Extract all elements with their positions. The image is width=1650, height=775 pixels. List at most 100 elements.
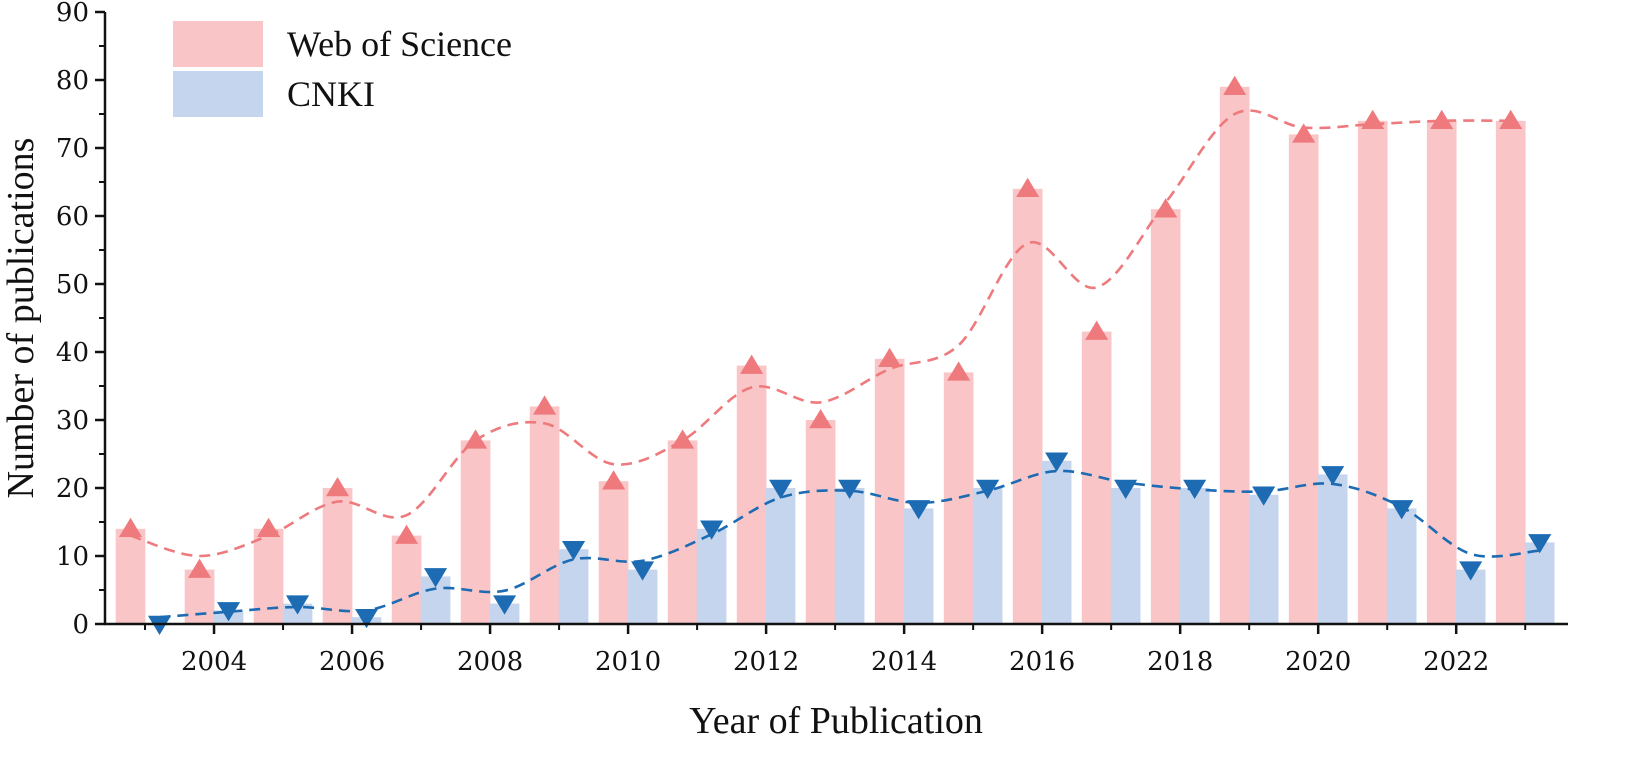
y-tick-label-90: 90 [56,0,89,28]
y-tick-label-70: 70 [56,134,89,164]
y-tick-label-20: 20 [56,474,89,504]
bar-wos-2022 [1426,120,1457,625]
marker-wos-2009 [533,395,557,415]
bar-cnki-2011 [696,528,727,624]
markers-layer [118,75,1552,635]
bar-wos-2013 [805,420,836,624]
marker-cnki-2003 [147,615,172,635]
y-ticks: 0 10 20 30 40 50 60 70 80 90 [56,0,105,640]
marker-cnki-2020 [1321,466,1345,486]
x-tick-label-2014: 2014 [871,647,937,677]
y-tick-label-40: 40 [56,338,89,368]
bars-layer [115,86,1555,625]
y-tick-label-60: 60 [56,202,89,232]
legend-swatch-web-of-science [173,21,263,67]
bar-wos-2023 [1495,120,1526,625]
marker-wos-2008 [464,429,488,449]
legend: Web of Science CNKI [173,21,512,117]
bar-wos-2020 [1288,134,1319,624]
bar-wos-2015 [943,372,974,624]
marker-cnki-2016 [1045,452,1069,472]
legend-label-web-of-science: Web of Science [287,24,512,64]
bar-wos-2009 [529,406,560,624]
bar-wos-2019 [1219,86,1250,625]
bar-wos-2007 [391,535,422,624]
marker-cnki-2010 [631,561,655,581]
trend-line-cnki [159,469,1540,619]
marker-cnki-2009 [562,540,586,561]
bar-wos-2021 [1357,120,1388,625]
marker-wos-2007 [395,524,419,544]
marker-wos-2010 [602,470,626,490]
x-tick-label-2016: 2016 [1009,647,1075,677]
marker-cnki-2022 [1459,561,1483,581]
bar-wos-2018 [1150,209,1181,624]
bar-wos-2012 [736,365,767,624]
marker-wos-2017 [1085,320,1109,340]
marker-cnki-2013 [838,479,862,499]
marker-cnki-2004 [216,602,241,622]
y-axis-title: Number of publications [0,138,42,499]
marker-cnki-2012 [769,479,793,499]
x-tick-label-2012: 2012 [733,647,799,677]
bar-wos-2008 [460,440,491,624]
marker-wos-2011 [671,429,695,449]
legend-label-cnki: CNKI [287,74,375,114]
x-axis-title: Year of Publication [689,700,983,742]
y-tick-label-0: 0 [72,610,89,640]
trend-lines-layer [130,109,1540,619]
marker-wos-2022 [1430,109,1454,130]
y-tick-label-50: 50 [56,270,89,300]
trend-line-wos [130,109,1511,558]
marker-cnki-2005 [285,595,310,615]
marker-wos-2019 [1223,75,1247,96]
legend-swatch-cnki [173,71,263,117]
marker-wos-2005 [257,517,281,538]
marker-wos-2016 [1016,177,1040,198]
marker-wos-2012 [740,354,764,374]
bar-cnki-2020 [1317,474,1348,624]
marker-wos-2004 [187,558,212,578]
marker-cnki-2007 [424,568,448,588]
marker-wos-2006 [326,477,350,497]
bar-cnki-2021 [1386,508,1417,624]
bar-cnki-2017 [1110,488,1141,624]
bar-wos-2003 [115,528,146,624]
marker-wos-2023 [1499,109,1523,130]
marker-cnki-2017 [1114,479,1138,499]
marker-wos-2018 [1154,198,1178,218]
marker-cnki-2011 [700,520,724,540]
marker-cnki-2018 [1183,479,1207,499]
x-ticks: 2004 2006 2008 2010 2012 2014 2016 2018 2020 2022 [144,624,1527,677]
marker-cnki-2008 [493,595,517,615]
marker-wos-2020 [1292,123,1316,143]
bar-cnki-2012 [765,488,796,624]
bar-cnki-2018 [1179,488,1210,624]
x-tick-label-2006: 2006 [319,647,385,677]
x-tick-label-2022: 2022 [1423,647,1489,677]
marker-cnki-2023 [1528,534,1552,554]
bar-cnki-2009 [558,549,589,624]
bar-wos-2010 [598,481,629,624]
bar-cnki-2016 [1041,460,1072,624]
marker-wos-2021 [1361,109,1385,130]
x-tick-label-2010: 2010 [595,647,661,677]
bar-cnki-2014 [903,508,934,624]
bar-cnki-2019 [1248,494,1279,624]
bar-cnki-2015 [972,488,1003,624]
x-tick-label-2004: 2004 [181,647,247,677]
marker-cnki-2019 [1252,486,1276,506]
bar-wos-2016 [1012,188,1043,625]
y-tick-label-10: 10 [56,542,89,572]
x-tick-label-2008: 2008 [457,647,523,677]
bar-cnki-2023 [1524,542,1555,624]
y-tick-label-30: 30 [56,406,89,436]
marker-cnki-2015 [976,479,1000,499]
marker-cnki-2006 [355,608,379,629]
marker-cnki-2021 [1390,500,1414,520]
marker-wos-2015 [947,361,971,381]
bar-wos-2014 [874,358,905,624]
y-tick-label-80: 80 [56,66,89,96]
x-tick-label-2020: 2020 [1285,647,1351,677]
